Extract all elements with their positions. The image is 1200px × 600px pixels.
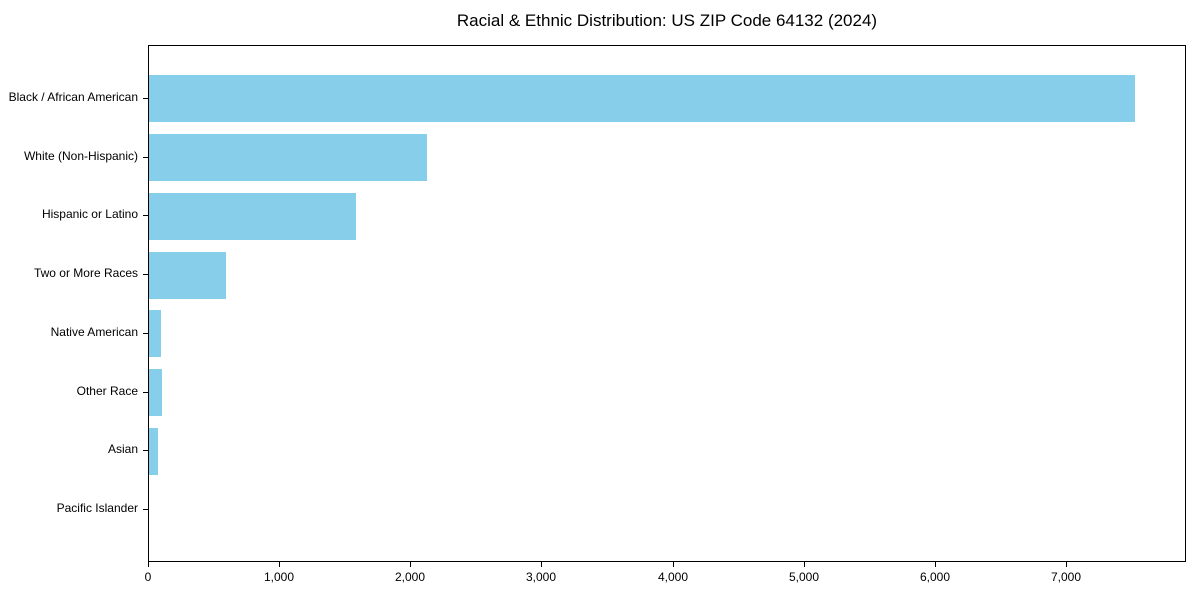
bar	[149, 252, 226, 299]
plot-area	[148, 45, 1186, 562]
y-tick-label: Hispanic or Latino	[41, 207, 138, 221]
y-tick-label: White (Non-Hispanic)	[23, 149, 138, 163]
x-tick-mark	[541, 562, 542, 567]
y-tick-mark	[143, 392, 148, 393]
bar	[149, 75, 1135, 122]
x-tick-label: 5,000	[788, 570, 820, 584]
x-tick-label: 6,000	[919, 570, 951, 584]
y-tick-label: Native American	[50, 325, 138, 339]
x-tick-label: 0	[144, 570, 152, 584]
x-tick-mark	[804, 562, 805, 567]
x-tick-mark	[935, 562, 936, 567]
y-tick-mark	[143, 274, 148, 275]
bar	[149, 134, 427, 181]
y-tick-mark	[143, 509, 148, 510]
y-tick-mark	[143, 215, 148, 216]
y-tick-mark	[143, 333, 148, 334]
x-tick-mark	[1066, 562, 1067, 567]
y-tick-label: Black / African American	[8, 90, 138, 104]
y-tick-label: Pacific Islander	[56, 501, 138, 515]
x-tick-label: 7,000	[1050, 570, 1082, 584]
bar	[149, 428, 158, 475]
bar	[149, 193, 356, 240]
chart-title: Racial & Ethnic Distribution: US ZIP Cod…	[456, 11, 878, 30]
y-tick-mark	[143, 157, 148, 158]
y-tick-mark	[143, 98, 148, 99]
y-tick-mark	[143, 450, 148, 451]
x-tick-label: 3,000	[525, 570, 557, 584]
x-tick-mark	[279, 562, 280, 567]
x-tick-mark	[673, 562, 674, 567]
x-tick-mark	[148, 562, 149, 567]
bar	[149, 369, 162, 416]
bar	[149, 310, 161, 357]
x-tick-label: 4,000	[657, 570, 689, 584]
y-tick-label: Two or More Races	[33, 266, 138, 280]
x-tick-mark	[410, 562, 411, 567]
x-tick-label: 1,000	[263, 570, 295, 584]
y-tick-label: Other Race	[76, 384, 138, 398]
y-tick-label: Asian	[107, 442, 138, 456]
x-tick-label: 2,000	[394, 570, 426, 584]
